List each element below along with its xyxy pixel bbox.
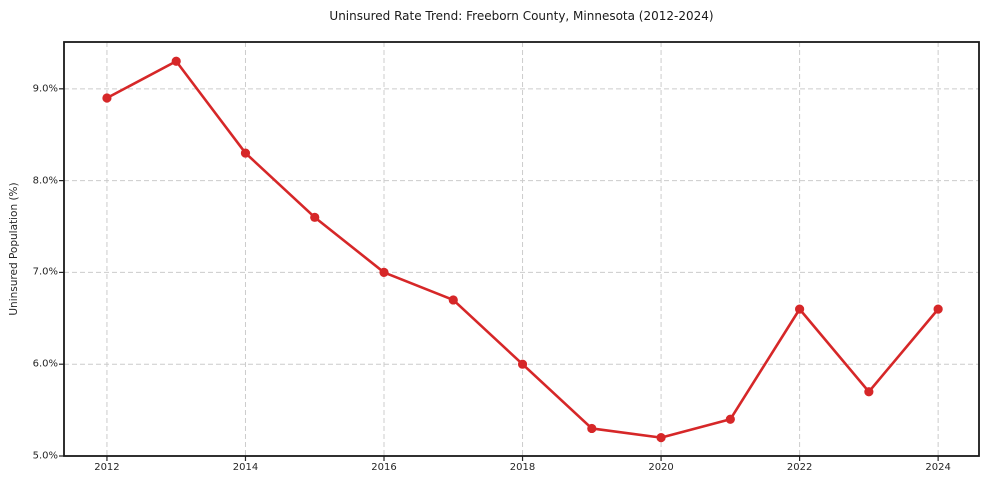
x-tick-label: 2022	[786, 462, 813, 473]
data-point-2024	[933, 304, 943, 314]
data-point-2012	[102, 93, 112, 103]
data-point-2017	[448, 295, 458, 305]
x-tick-label: 2012	[94, 462, 120, 473]
data-point-2018	[517, 359, 528, 369]
x-tick-label: 2016	[371, 462, 397, 473]
chart-title: Uninsured Rate Trend: Freeborn County, M…	[329, 9, 714, 23]
y-tick-label: 7.0%	[32, 266, 58, 278]
data-point-2023	[864, 387, 874, 397]
data-point-2014	[240, 148, 251, 158]
data-point-2016	[379, 267, 389, 278]
y-tick-label: 6.0%	[32, 358, 58, 370]
x-tick-label: 2014	[232, 462, 259, 473]
data-point-2019	[587, 423, 597, 434]
data-point-2015	[310, 212, 320, 222]
plot-border	[63, 41, 980, 457]
y-axis-label: Uninsured Population (%)	[8, 182, 20, 316]
x-tick-label: 2024	[925, 462, 951, 473]
y-tick-label: 9.0%	[32, 83, 58, 95]
y-tick-label: 5.0%	[32, 450, 58, 462]
y-tick-label: 8.0%	[32, 175, 58, 187]
x-tick-label: 2020	[648, 462, 674, 473]
data-point-2021	[725, 414, 735, 424]
x-tick-label: 2018	[509, 462, 536, 473]
data-point-2020	[656, 433, 666, 443]
data-point-2013	[171, 56, 181, 66]
data-point-2022	[795, 304, 805, 314]
